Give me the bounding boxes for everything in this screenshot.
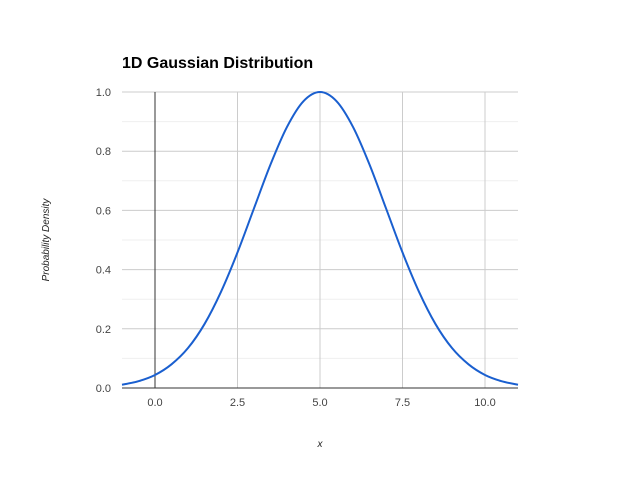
x-tick-label: 10.0 [474,397,495,409]
x-axis-title: x [317,439,324,450]
y-axis-title: Probability Density [41,198,52,282]
y-tick-label: 0.8 [96,146,111,158]
major-gridlines [122,91,518,388]
y-tick-label: 0.0 [96,383,111,395]
y-tick-label: 0.4 [96,265,111,277]
y-tick-label: 0.6 [96,205,111,217]
chart-title: 1D Gaussian Distribution [122,55,313,72]
x-tick-label: 7.5 [395,397,410,409]
y-tick-label: 0.2 [96,324,111,336]
x-axis-ticks: 0.0 2.5 5.0 7.5 10.0 [147,397,495,409]
x-tick-label: 2.5 [230,397,245,409]
x-tick-label: 5.0 [312,397,327,409]
y-axis-ticks: 0.0 0.2 0.4 0.6 0.8 1.0 [96,87,111,395]
y-tick-label: 1.0 [96,87,111,99]
x-tick-label: 0.0 [147,397,162,409]
gaussian-curve [121,90,519,386]
